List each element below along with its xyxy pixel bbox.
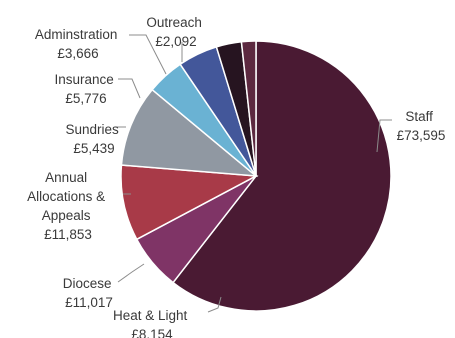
label-annual-value: £11,853 bbox=[44, 227, 92, 242]
label-administration: Adminstration £3,666 bbox=[35, 27, 121, 61]
leader-line-staff bbox=[376, 119, 392, 153]
label-outreach: Outreach £2,092 bbox=[146, 15, 205, 49]
label-heat-light: Heat & Light £8,154 bbox=[113, 308, 191, 338]
leader-line-admin bbox=[129, 34, 167, 75]
label-sundries-name: Sundries bbox=[65, 122, 119, 137]
label-annual-line3: Appeals bbox=[42, 208, 91, 223]
label-diocese-value: £11,017 bbox=[65, 295, 113, 310]
pie-slice-outreach bbox=[240, 40, 257, 177]
leader-lines bbox=[115, 34, 392, 313]
label-outreach-value: £2,092 bbox=[155, 34, 196, 49]
pie-slices bbox=[120, 40, 392, 312]
leader-line-diocese bbox=[117, 263, 145, 283]
label-insurance-value: £5,776 bbox=[65, 91, 106, 106]
label-annual-line2: Allocations & bbox=[27, 189, 105, 204]
label-heat-light-name: Heat & Light bbox=[113, 308, 188, 323]
label-insurance-name: Insurance bbox=[54, 72, 113, 87]
label-outreach-name: Outreach bbox=[146, 15, 202, 30]
label-sundries: Sundries £5,439 bbox=[65, 122, 122, 156]
label-insurance: Insurance £5,776 bbox=[54, 72, 117, 106]
label-staff-name: Staff bbox=[405, 109, 433, 124]
label-staff-value: £73,595 bbox=[397, 128, 446, 143]
label-administration-name: Adminstration bbox=[35, 27, 118, 42]
label-diocese: Diocese £11,017 bbox=[63, 276, 116, 310]
leader-line-heat bbox=[207, 296, 222, 313]
leader-line-insurance bbox=[118, 78, 141, 99]
label-staff: Staff £73,595 bbox=[397, 109, 446, 143]
label-sundries-value: £5,439 bbox=[73, 141, 114, 156]
label-diocese-name: Diocese bbox=[63, 276, 112, 291]
label-administration-value: £3,666 bbox=[57, 46, 98, 61]
label-heat-light-value: £8,154 bbox=[131, 327, 173, 338]
label-annual-allocations: Annual Allocations & Appeals £11,853 bbox=[27, 170, 109, 242]
pie-slice-annual-allocations-appeals bbox=[120, 88, 259, 177]
pie-slice-staff bbox=[172, 40, 392, 312]
label-annual-line1: Annual bbox=[45, 170, 87, 185]
